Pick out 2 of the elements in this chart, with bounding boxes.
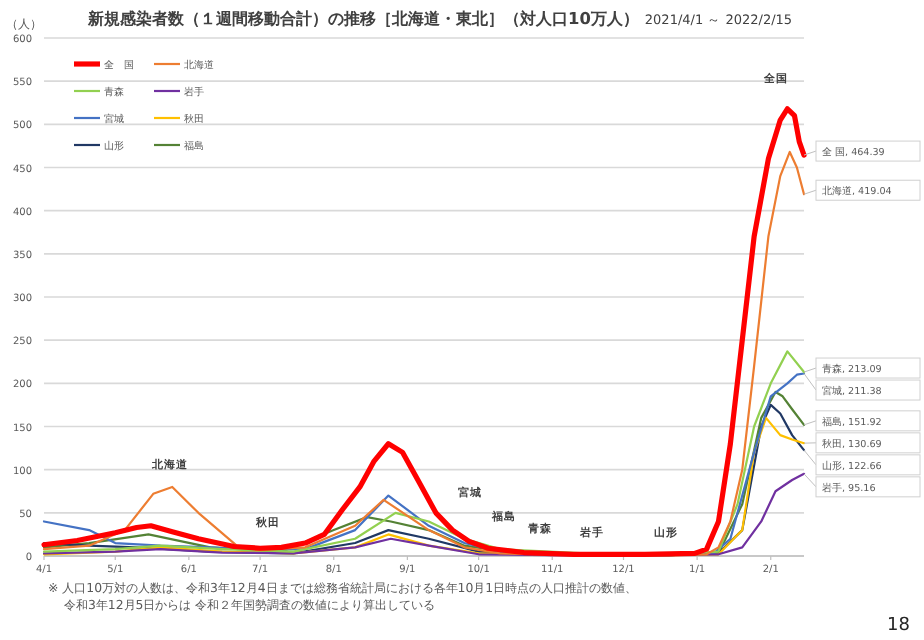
text: 18 xyxy=(887,616,911,636)
chart-title: 新規感染者数（１週間移動合計）の推移［北海道・東北］（対人口10万人） xyxy=(88,8,639,28)
